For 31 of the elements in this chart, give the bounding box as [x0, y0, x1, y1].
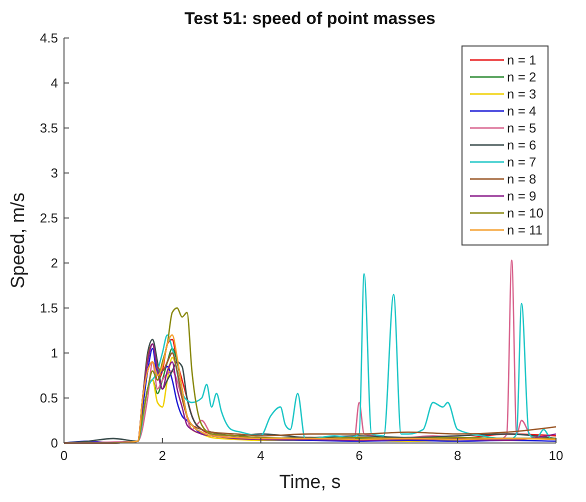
y-tick-label: 2.5 — [40, 210, 58, 226]
x-tick-label: 0 — [60, 448, 68, 463]
legend-label: n = 8 — [507, 172, 536, 186]
legend-label: n = 4 — [507, 104, 536, 118]
x-tick-label: 10 — [548, 448, 564, 463]
legend-label: n = 11 — [507, 222, 543, 238]
x-tick-label: 8 — [454, 448, 462, 463]
legend-label: n = 3 — [507, 86, 536, 102]
legend-label: n = 1 — [507, 52, 536, 68]
x-tick-label: 6 — [356, 448, 363, 463]
legend-label: n = 10 — [507, 206, 544, 220]
x-tick-label: 4 — [257, 448, 264, 463]
y-tick-label: 1 — [50, 346, 58, 360]
legend-label: n = 2 — [507, 70, 536, 84]
legend-label: n = 6 — [507, 138, 536, 152]
y-tick-label: 4 — [50, 76, 58, 90]
chart-title: Test 51: speed of point masses — [184, 9, 436, 28]
legend-label: n = 5 — [507, 120, 536, 136]
x-axis-title: Time, s — [279, 472, 341, 493]
y-tick-label: 2 — [50, 256, 58, 270]
legend-label: n = 9 — [507, 188, 536, 204]
y-tick-label: 4.5 — [40, 30, 58, 46]
y-axis-title: Speed, m/s — [8, 192, 29, 289]
y-tick-label: 0.5 — [40, 390, 58, 406]
y-tick-label: 3.5 — [40, 120, 58, 136]
y-tick-label: 0 — [50, 436, 58, 450]
x-tick-label: 2 — [158, 448, 166, 463]
y-tick-label: 1.5 — [40, 300, 58, 316]
legend-label: n = 7 — [507, 154, 536, 170]
y-tick-label: 3 — [50, 166, 58, 180]
line-series — [112, 307, 557, 444]
